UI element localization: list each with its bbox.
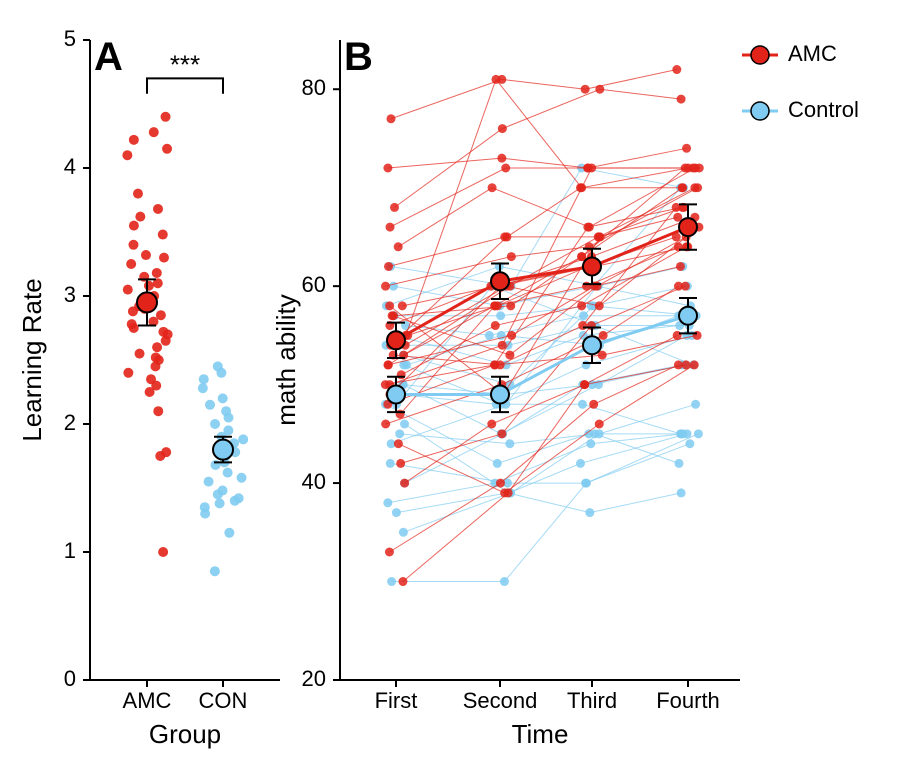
legend-label-control: Control [788,97,859,122]
svg-text:3: 3 [64,282,76,307]
svg-text:40: 40 [302,469,326,494]
svg-text:60: 60 [302,272,326,297]
svg-text:Fourth: Fourth [656,688,720,713]
svg-text:CON: CON [199,688,248,713]
figure-svg: 0 1 2 3 4 5 AMC CON Group Learning Rate A *** 20 40 60… [0,0,900,782]
svg-text:0: 0 [64,666,76,691]
svg-text:First: First [375,688,418,713]
panelA-ylabel: Learning Rate [17,278,47,441]
figure-container: { "canvas": { "width": 900, "height": 78… [0,0,900,782]
svg-text:math ability: math ability [271,294,301,426]
svg-text:***: *** [170,49,200,79]
svg-text:2: 2 [64,410,76,435]
svg-text:Group: Group [149,719,221,749]
svg-text:B: B [344,35,373,79]
svg-text:20: 20 [302,666,326,691]
svg-text:A: A [94,35,123,79]
svg-text:Second: Second [463,688,538,713]
svg-text:1: 1 [64,538,76,563]
svg-text:AMC: AMC [123,688,172,713]
svg-text:Third: Third [567,688,617,713]
svg-text:Time: Time [512,719,569,749]
svg-text:4: 4 [64,154,76,179]
svg-text:80: 80 [302,75,326,100]
legend-label-amc: AMC [788,41,837,66]
svg-text:5: 5 [64,26,76,51]
